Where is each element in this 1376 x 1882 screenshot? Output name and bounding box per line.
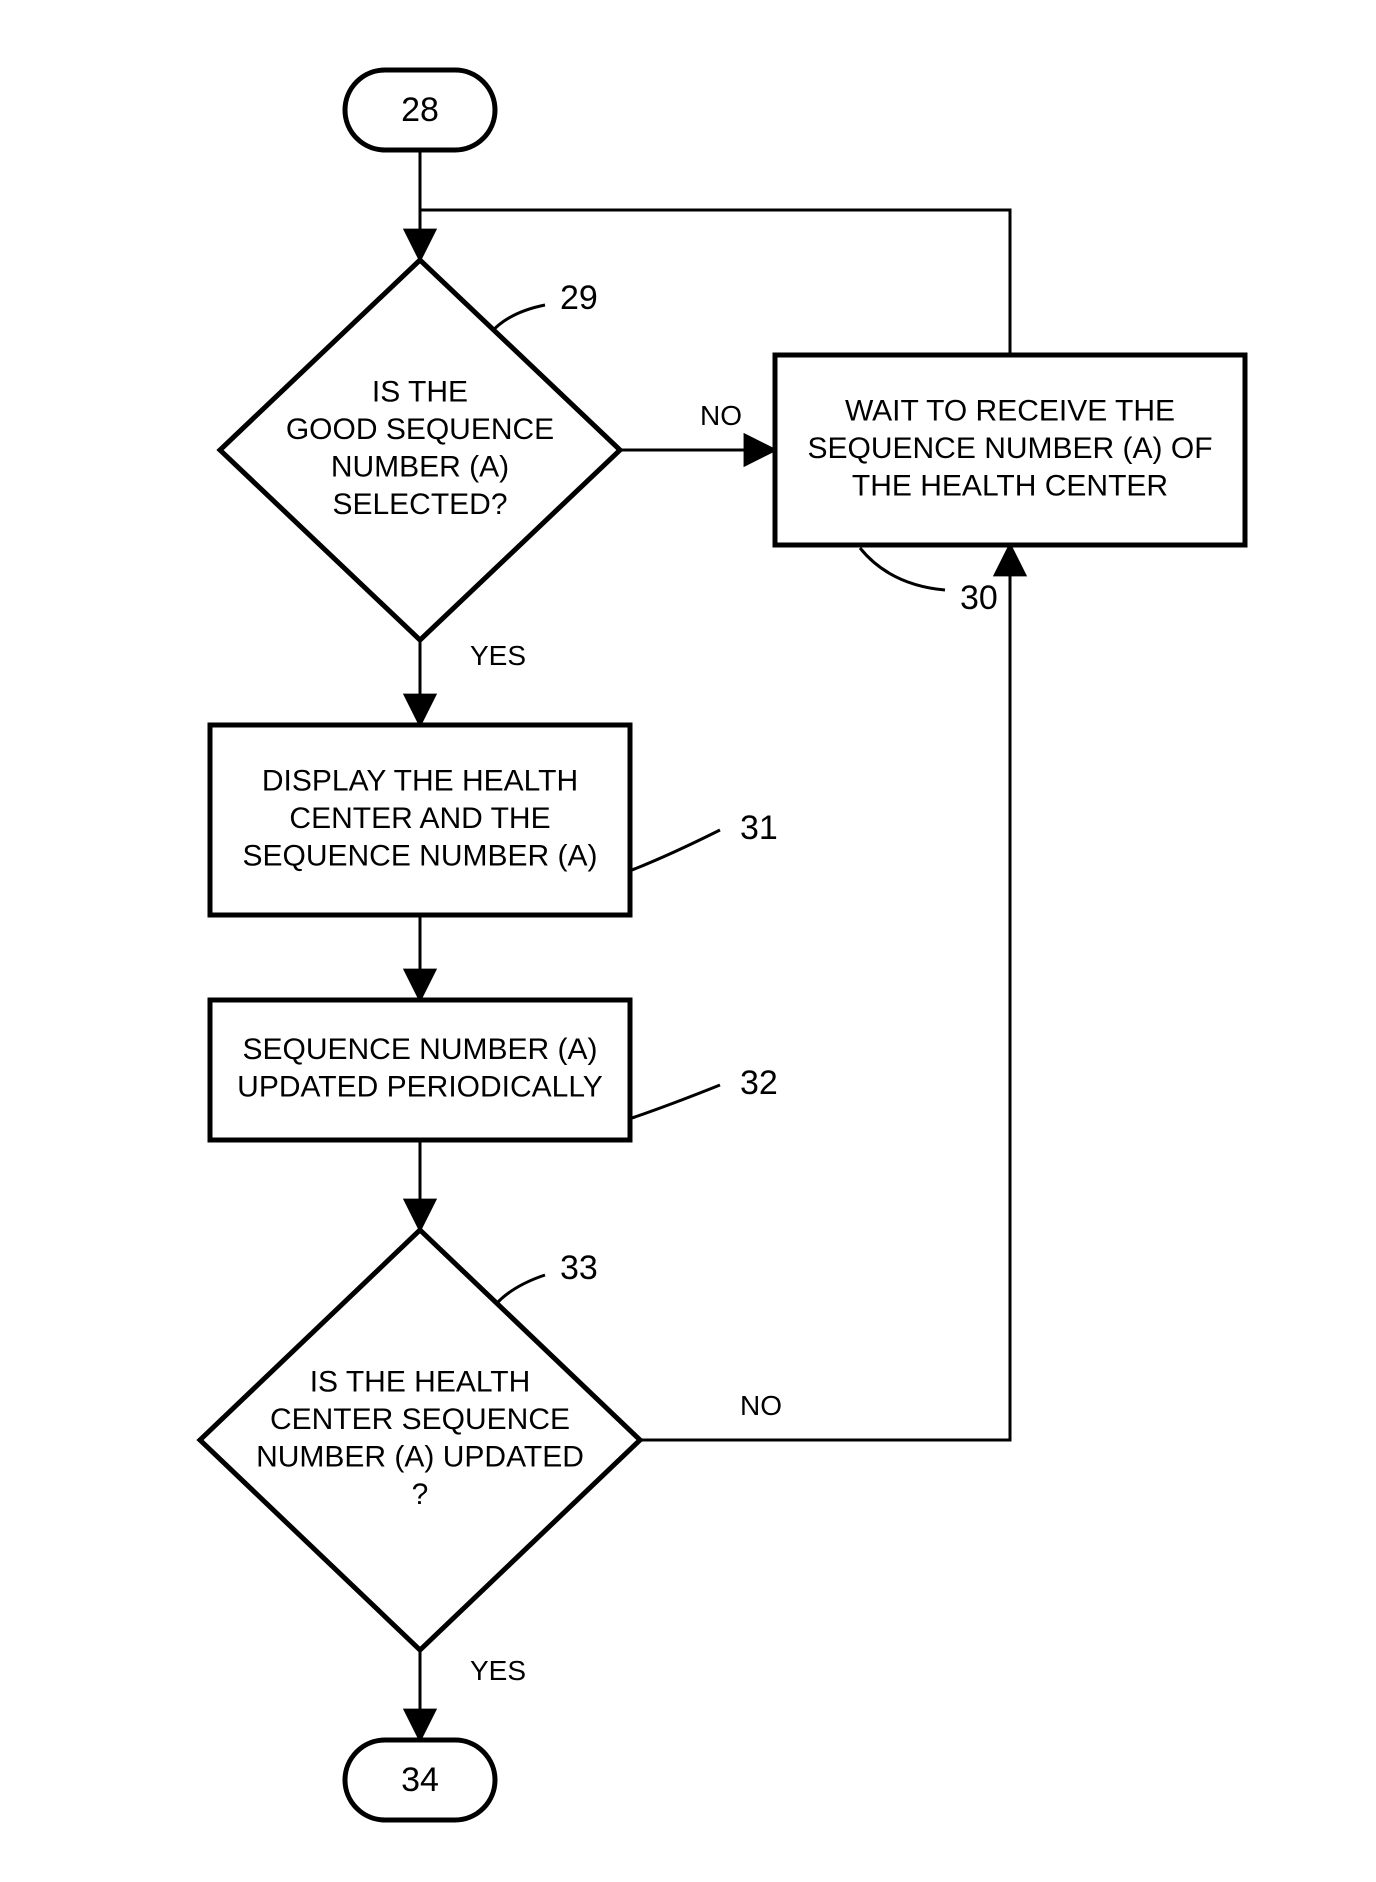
e-d1-yes-label: YES [470, 640, 526, 671]
ref-label-31: 31 [740, 809, 778, 847]
ref-label-30: 30 [960, 579, 998, 617]
e-d2-no-label: NO [740, 1390, 782, 1421]
ref-label-33: 33 [560, 1249, 598, 1287]
node-d2-line-2: NUMBER (A) UPDATED [256, 1441, 584, 1474]
node-d1-line-3: SELECTED? [332, 488, 507, 521]
e-d1-no-label: NO [700, 400, 742, 431]
node-d1-line-2: NUMBER (A) [331, 451, 509, 484]
node-p_wait-line-2: THE HEALTH CENTER [852, 469, 1168, 502]
e-d2-yes-label: YES [470, 1655, 526, 1686]
node-p_wait-line-0: WAIT TO RECEIVE THE [845, 394, 1175, 427]
node-p_update-line-1: UPDATED PERIODICALLY [237, 1071, 603, 1104]
node-p_display-line-2: SEQUENCE NUMBER (A) [242, 839, 597, 872]
node-d2-line-1: CENTER SEQUENCE [270, 1403, 570, 1436]
node-d2-line-3: ? [412, 1478, 429, 1511]
node-d2-line-0: IS THE HEALTH [310, 1366, 531, 1399]
ref-label-29: 29 [560, 279, 598, 317]
ref-label-32: 32 [740, 1064, 778, 1102]
node-p_display-line-1: CENTER AND THE [289, 802, 550, 835]
node-p_wait-line-1: SEQUENCE NUMBER (A) OF [807, 432, 1212, 465]
node-end-text: 34 [401, 1761, 439, 1799]
node-start-text: 28 [401, 91, 439, 129]
node-p_update-line-0: SEQUENCE NUMBER (A) [242, 1033, 597, 1066]
node-p_display-line-0: DISPLAY THE HEALTH [262, 764, 578, 797]
node-d1-line-0: IS THE [372, 376, 468, 409]
node-d1-line-1: GOOD SEQUENCE [286, 413, 554, 446]
